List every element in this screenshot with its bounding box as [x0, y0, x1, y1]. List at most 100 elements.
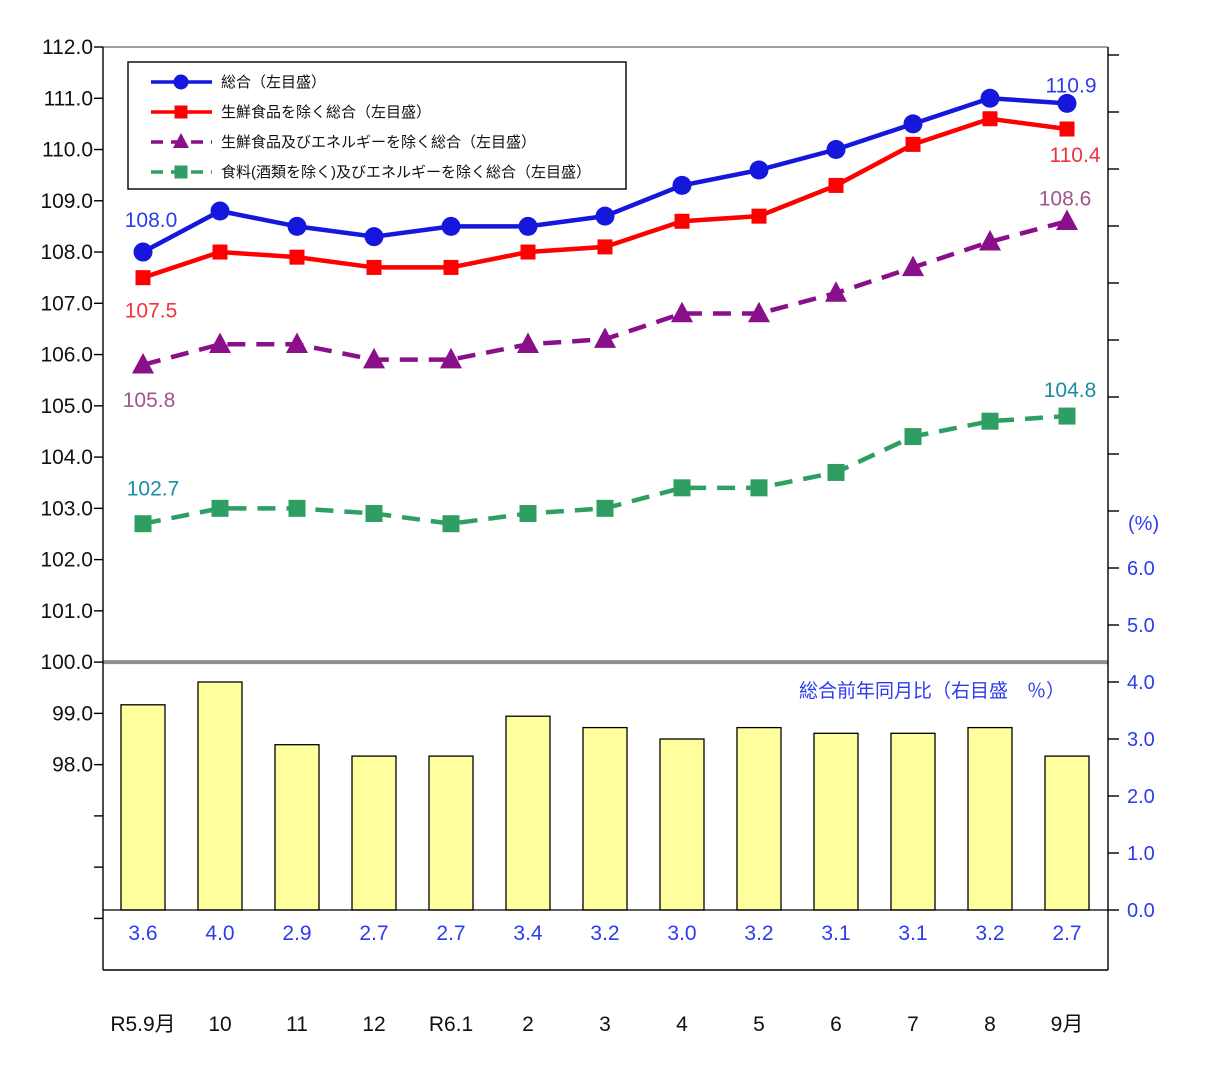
- marker-square: [981, 412, 999, 430]
- first-point-label: 107.5: [125, 300, 178, 323]
- bar-R5.9月: [120, 704, 166, 911]
- marker-square: [905, 136, 921, 152]
- bar-12: [351, 755, 397, 911]
- marker-square: [673, 479, 691, 497]
- bar-series-annotation: 総合前年同月比（右目盛 ％）: [799, 680, 1065, 702]
- marker-square: [365, 504, 383, 522]
- right-axis-label: 0.0: [1127, 900, 1155, 922]
- right-axis-label: 2.0: [1127, 786, 1155, 808]
- marker-square: [520, 244, 536, 260]
- left-axis-label: 108.0: [40, 241, 93, 264]
- left-axis-label: 106.0: [40, 344, 93, 367]
- x-axis-label: 9月: [1051, 1013, 1084, 1036]
- marker-circle: [595, 206, 615, 226]
- last-point-label: 110.4: [1050, 144, 1101, 167]
- marker-square: [134, 515, 152, 533]
- marker-circle: [287, 216, 307, 236]
- bar-6: [813, 732, 859, 911]
- left-axis-label: 101.0: [40, 600, 93, 623]
- marker-square: [212, 244, 228, 260]
- marker-square: [211, 499, 229, 517]
- left-axis-label: 110.0: [42, 139, 93, 162]
- x-axis-label: R6.1: [429, 1013, 473, 1036]
- marker-square: [982, 111, 998, 127]
- bar-value-label: 3.4: [513, 922, 543, 945]
- first-point-label: 108.0: [125, 209, 178, 232]
- marker-triangle: [516, 332, 540, 354]
- bar-4: [659, 738, 705, 911]
- bar-9月: [1044, 755, 1090, 911]
- left-axis-label: 104.0: [40, 446, 93, 469]
- x-axis-label: 11: [286, 1013, 308, 1036]
- marker-triangle: [593, 327, 617, 348]
- marker-triangle: [824, 281, 848, 302]
- bar-value-label: 3.2: [975, 922, 1004, 945]
- marker-triangle: [208, 332, 232, 354]
- marker-circle: [364, 227, 384, 247]
- marker-square: [519, 504, 537, 522]
- marker-square: [1059, 121, 1075, 137]
- left-axis-label: 111.0: [44, 87, 93, 110]
- legend-marker-circle: [173, 74, 189, 90]
- legend-label: 生鮮食品及びエネルギーを除く総合（左目盛）: [221, 134, 536, 151]
- legend-label: 総合（左目盛）: [221, 74, 326, 91]
- marker-square: [366, 259, 382, 275]
- left-axis-label: 109.0: [40, 190, 93, 213]
- x-axis-label: 2: [522, 1013, 534, 1036]
- marker-triangle: [362, 347, 386, 369]
- last-point-label: 108.6: [1039, 187, 1092, 210]
- bar-value-label: 3.1: [821, 922, 850, 945]
- bar-11: [274, 744, 320, 911]
- marker-triangle: [285, 332, 309, 354]
- marker-square: [674, 213, 690, 229]
- left-axis-label: 105.0: [40, 395, 93, 418]
- first-point-label: 105.8: [123, 389, 176, 412]
- marker-square: [135, 270, 151, 286]
- right-axis-label: 4.0: [1127, 672, 1155, 694]
- marker-circle: [133, 242, 153, 262]
- right-axis-label: 1.0: [1127, 843, 1155, 865]
- marker-square: [596, 499, 614, 517]
- marker-circle: [210, 201, 230, 221]
- marker-triangle: [439, 347, 463, 369]
- last-point-label: 110.9: [1046, 74, 1097, 97]
- right-axis-label: 6.0: [1127, 558, 1155, 580]
- x-axis-label: 10: [208, 1013, 231, 1036]
- marker-circle: [672, 175, 692, 195]
- bar-8: [967, 726, 1013, 911]
- first-point-label: 102.7: [127, 478, 180, 501]
- marker-circle: [1057, 93, 1077, 113]
- marker-square: [289, 249, 305, 265]
- marker-triangle: [747, 301, 771, 323]
- marker-square: [443, 259, 459, 275]
- left-axis-label: 102.0: [40, 549, 93, 572]
- marker-triangle: [131, 353, 155, 374]
- left-axis-label: 100.0: [40, 651, 93, 674]
- x-axis-label: R5.9月: [110, 1013, 175, 1036]
- marker-square: [597, 239, 613, 255]
- bar-value-label: 2.7: [1052, 922, 1081, 945]
- right-axis-label: 5.0: [1127, 615, 1155, 637]
- marker-square: [750, 479, 768, 497]
- bar-value-label: 2.9: [282, 922, 311, 945]
- bar-10: [197, 681, 243, 911]
- bar-3: [582, 726, 628, 911]
- bar-R6.1: [428, 755, 474, 911]
- marker-circle: [518, 216, 538, 236]
- left-axis-label: 112.0: [42, 36, 93, 59]
- marker-square: [1058, 407, 1076, 425]
- marker-circle: [826, 140, 846, 160]
- marker-triangle: [1055, 209, 1079, 231]
- bar-value-label: 3.0: [667, 922, 696, 945]
- bar-value-label: 3.6: [128, 922, 157, 945]
- marker-circle: [749, 160, 769, 180]
- legend-marker-square: [174, 105, 188, 119]
- legend-label: 生鮮食品を除く総合（左目盛）: [221, 104, 431, 121]
- bar-value-label: 2.7: [436, 922, 465, 945]
- x-axis-label: 4: [676, 1013, 688, 1036]
- bar-5: [736, 726, 782, 911]
- marker-triangle: [901, 255, 925, 277]
- marker-circle: [980, 88, 1000, 108]
